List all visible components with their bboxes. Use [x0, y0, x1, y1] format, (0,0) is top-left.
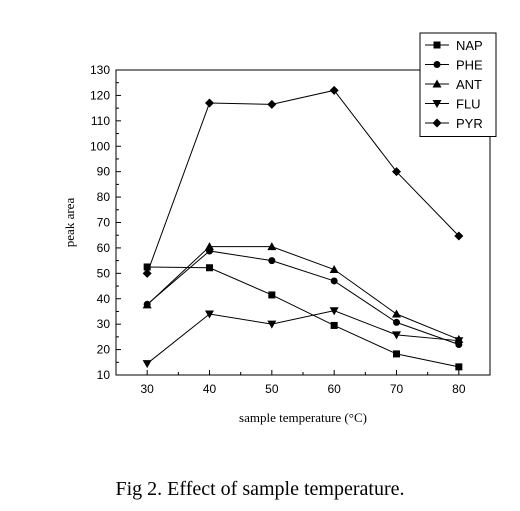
y-tick-label: 110 — [91, 114, 110, 128]
x-tick-label: 40 — [203, 382, 217, 396]
data-point-flu — [392, 331, 401, 340]
data-point-phe — [268, 257, 276, 265]
x-tick-label: 50 — [265, 382, 279, 396]
legend-box — [419, 32, 497, 137]
data-point-nap — [143, 263, 151, 271]
data-point-flu — [329, 307, 339, 316]
y-tick-label: 130 — [90, 63, 110, 77]
chart: 10 20 30 40 50 60 70 80 90 100 110 120 130 30 40 50 60 70… — [62, 32, 497, 425]
data-point-pyr — [329, 85, 339, 95]
y-tick-label: 40 — [97, 292, 111, 306]
y-tick-label: 80 — [97, 190, 111, 204]
y-tick-label: 30 — [97, 317, 111, 331]
legend-label-phe: PHE — [456, 58, 483, 73]
data-point-nap — [393, 350, 400, 358]
y-tick-label: 10 — [97, 368, 111, 382]
x-tick-label: 70 — [390, 382, 404, 396]
legend-marker-ant — [432, 79, 442, 88]
data-point-ant — [392, 309, 401, 318]
data-point-ant — [267, 242, 277, 251]
data-point-nap — [455, 363, 463, 371]
legend-marker-phe — [433, 61, 441, 68]
data-point-ant — [329, 265, 339, 274]
data-point-ant — [205, 242, 214, 251]
y-tick-label: 120 — [90, 88, 110, 102]
data-point-nap — [268, 291, 276, 299]
y-tick-label: 20 — [97, 343, 111, 357]
legend-marker-flu — [432, 100, 442, 108]
data-point-nap — [206, 264, 213, 272]
series-line-phe — [146, 250, 460, 345]
y-tick-label: 90 — [97, 165, 111, 179]
y-tick-label: 60 — [97, 241, 111, 255]
data-point-pyr — [392, 167, 401, 177]
data-point-pyr — [267, 99, 277, 109]
x-tick-label: 60 — [327, 382, 341, 396]
legend-label-nap: NAP — [456, 38, 483, 53]
data-point-flu — [454, 337, 464, 346]
data-point-phe — [393, 318, 400, 326]
y-tick-label: 70 — [97, 216, 111, 230]
y-tick-label: 50 — [97, 266, 111, 280]
data-point-phe — [330, 277, 338, 285]
data-point-pyr — [142, 268, 152, 278]
series-line-ant — [146, 246, 460, 340]
legend-marker-nap — [433, 41, 441, 49]
series-line-flu — [146, 310, 459, 364]
legend-label-pyr: PYR — [456, 116, 483, 131]
legend-label-ant: ANT — [456, 77, 482, 92]
data-point-flu — [205, 310, 214, 319]
y-axis-title: peak area — [62, 198, 77, 248]
legend-marker-pyr — [432, 118, 442, 128]
data-point-flu — [142, 360, 152, 369]
series-line-pyr — [146, 89, 460, 274]
figure-caption: Fig 2. Effect of sample temperature. — [115, 478, 405, 500]
data-point-flu — [267, 320, 277, 329]
legend-label-flu: FLU — [456, 97, 481, 112]
data-point-pyr — [205, 98, 214, 108]
x-tick-label: 80 — [452, 382, 466, 396]
data-point-pyr — [454, 231, 464, 241]
y-tick-label: 100 — [90, 139, 110, 153]
data-point-ant — [142, 300, 152, 309]
x-tick-label: 30 — [140, 382, 154, 396]
data-point-nap — [330, 321, 338, 329]
series-line-nap — [147, 266, 459, 368]
x-axis-title: sample temperature (°C) — [239, 410, 367, 425]
